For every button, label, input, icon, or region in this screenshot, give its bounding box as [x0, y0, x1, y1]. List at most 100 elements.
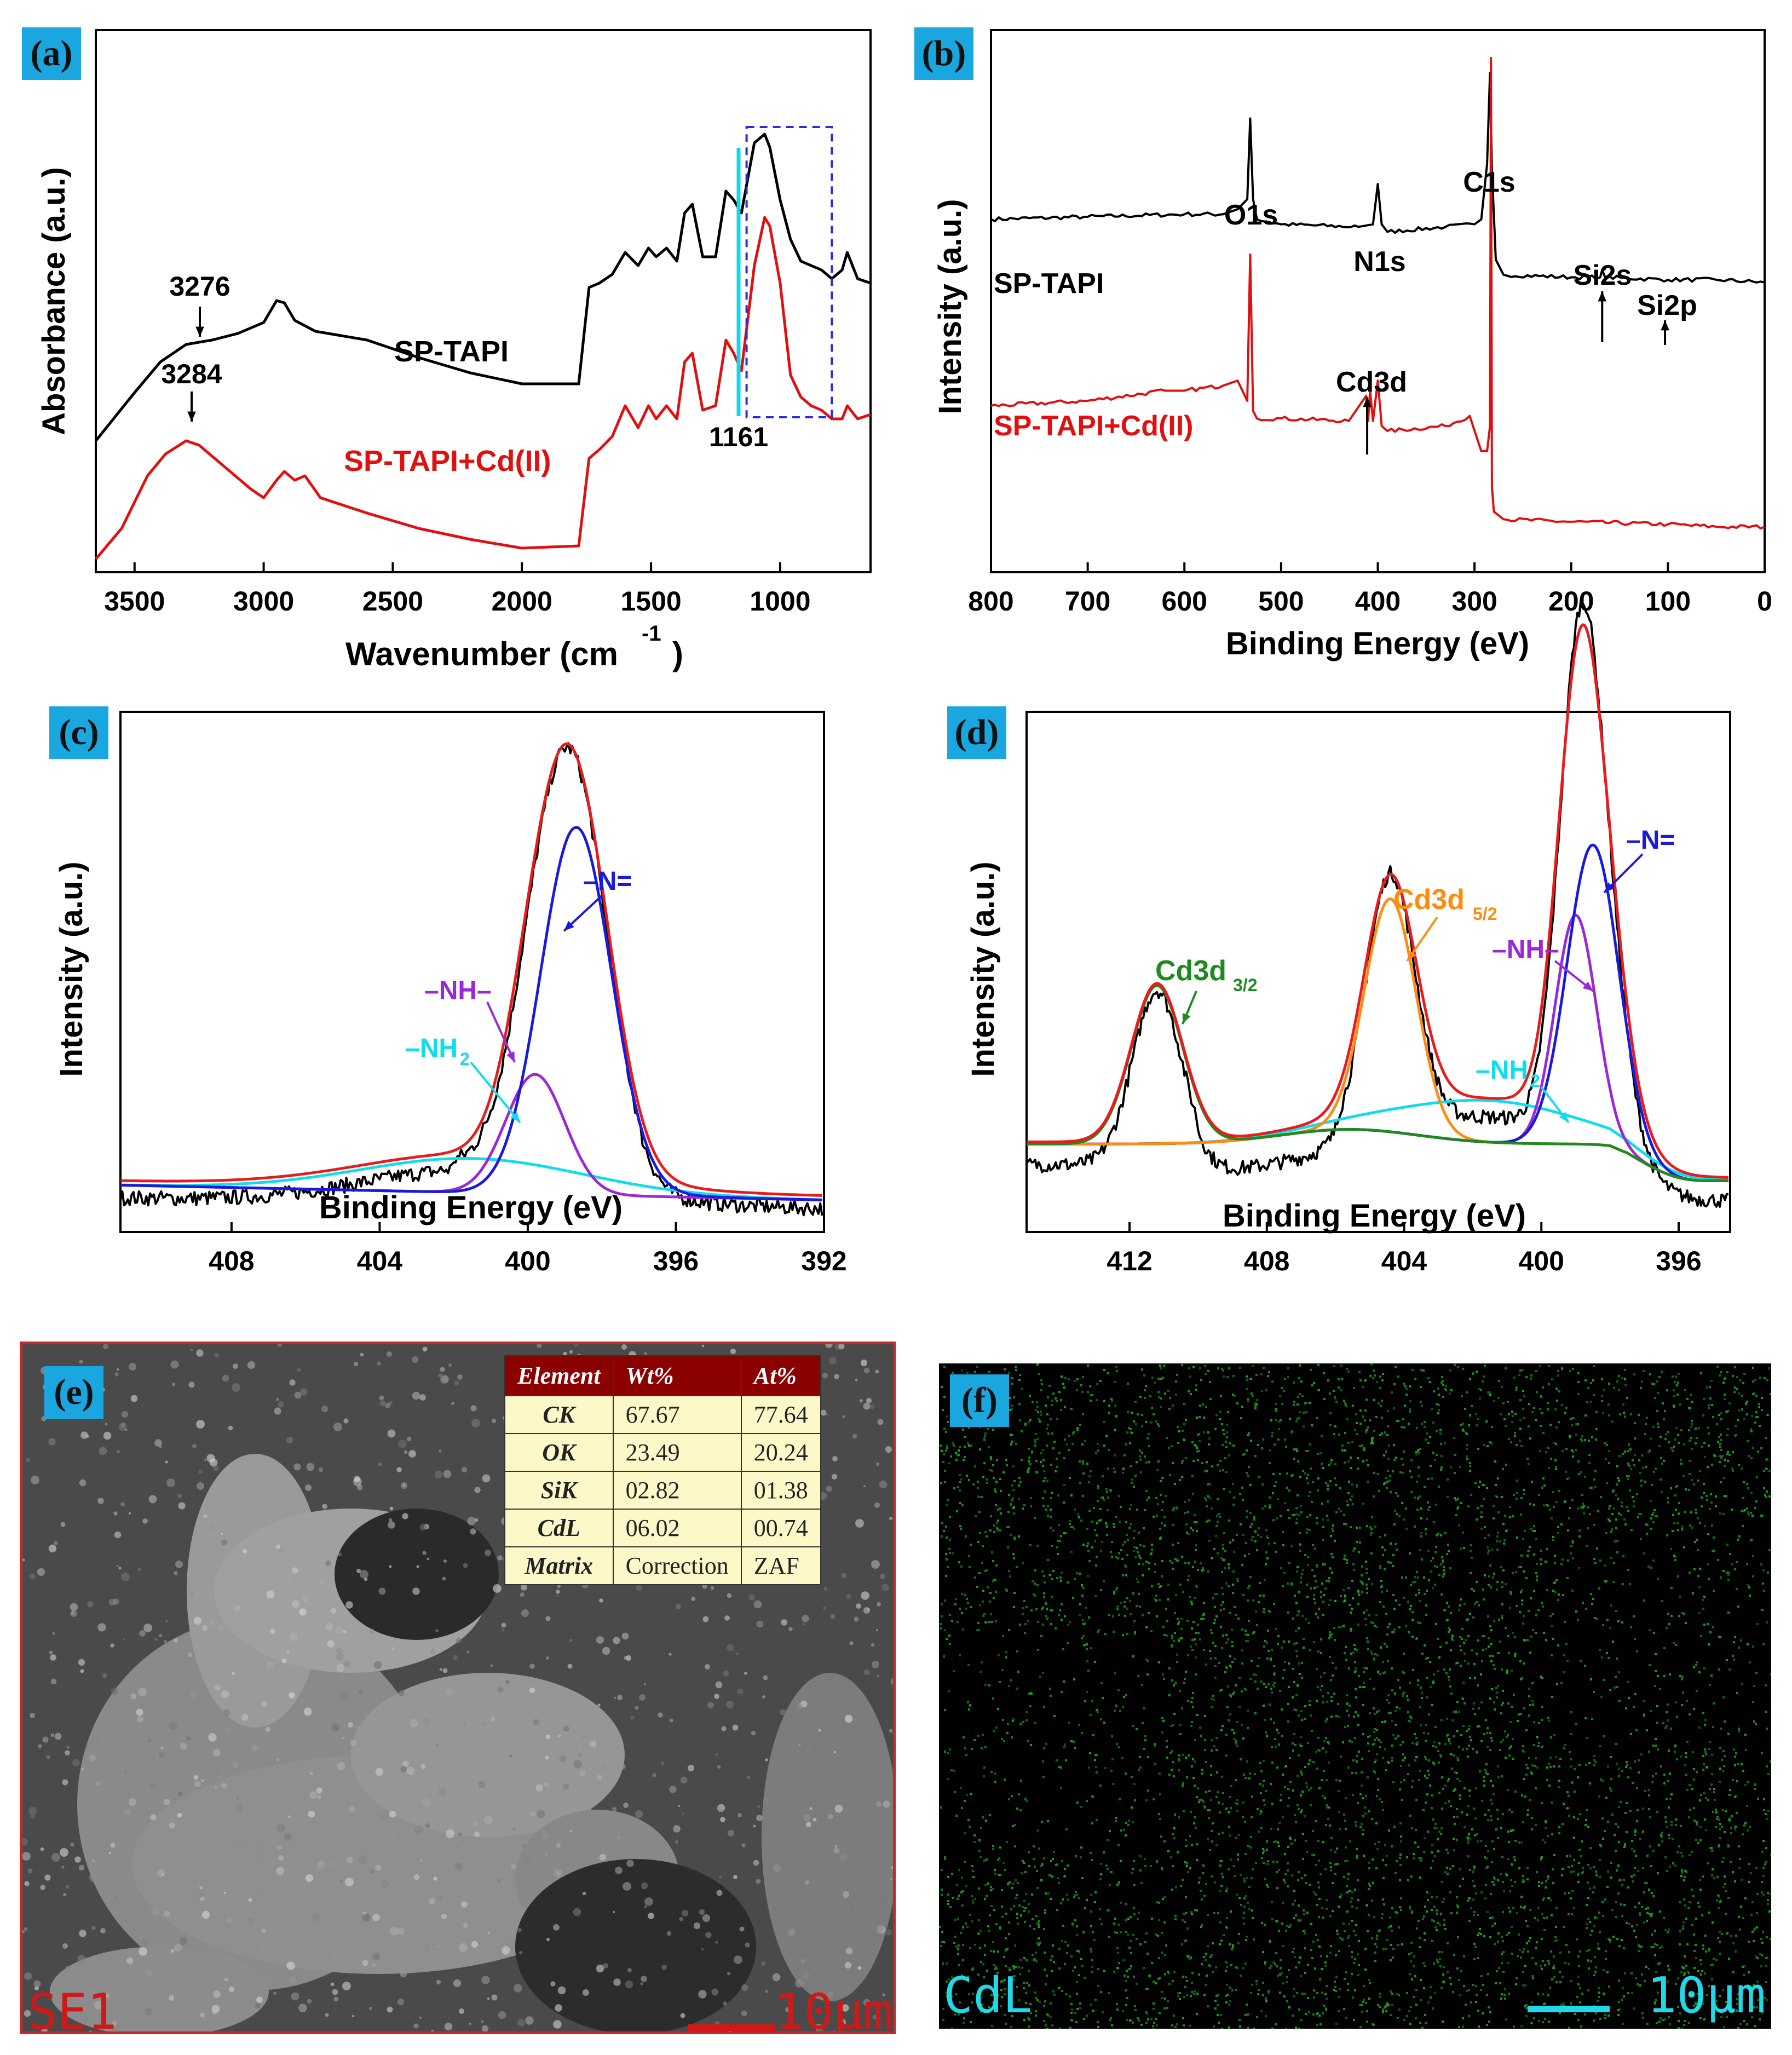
cd-signal-dot	[1755, 1723, 1757, 1725]
cd-signal-dot	[1043, 1470, 1045, 1472]
cd-signal-dot	[1157, 1583, 1160, 1585]
sem-grain	[842, 1891, 850, 1898]
cd-signal-dot	[1194, 1816, 1196, 1818]
eds-cell: Matrix	[504, 1546, 614, 1585]
cd-signal-dot	[1131, 1806, 1133, 1809]
cd-signal-dot	[1222, 1876, 1224, 1878]
cd-signal-dot	[1176, 2023, 1178, 2025]
sem-grain	[487, 1997, 490, 2000]
cd-signal-dot	[1749, 1661, 1751, 1663]
cd-signal-dot	[1217, 1367, 1219, 1369]
cd-signal-dot	[1753, 1392, 1755, 1395]
cd-signal-dot	[1392, 1565, 1394, 1567]
cd-signal-dot	[1474, 1482, 1477, 1484]
cd-signal-dot	[1209, 1381, 1211, 1383]
sem-grain	[381, 1880, 389, 1889]
cd-signal-dot	[1366, 1587, 1368, 1590]
cd-signal-dot	[1712, 1868, 1714, 1870]
sem-grain	[448, 1363, 452, 1367]
cd-signal-dot	[1559, 1952, 1561, 1954]
cd-signal-dot	[1153, 1413, 1155, 1415]
sem-grain	[396, 1467, 402, 1472]
cd-signal-dot	[1027, 2017, 1029, 2019]
cd-signal-dot	[1499, 1749, 1501, 1751]
cd-signal-dot	[1040, 1389, 1042, 1391]
sem-grain	[54, 1732, 62, 1740]
cd-signal-dot	[1409, 2023, 1411, 2025]
cd-signal-dot	[1341, 1938, 1344, 1941]
sem-grain	[842, 2004, 849, 2012]
cd-signal-dot	[1330, 1553, 1333, 1555]
cd-signal-dot	[944, 1629, 946, 1631]
cd-signal-dot	[1011, 1795, 1013, 1797]
cd-signal-dot	[1076, 1429, 1079, 1431]
cd-signal-dot	[1729, 1789, 1731, 1791]
sem-grain	[798, 1809, 803, 1814]
cd-signal-dot	[1617, 1477, 1619, 1479]
cd-signal-dot	[1132, 1592, 1134, 1595]
cd-signal-dot	[1130, 1613, 1132, 1615]
sem-grain	[569, 1350, 573, 1354]
cd-signal-dot	[1290, 1843, 1293, 1845]
cd-signal-dot	[1070, 1955, 1073, 1958]
arrow-imine-head	[564, 920, 574, 931]
sem-grain	[286, 1961, 295, 1970]
cd-signal-dot	[1076, 1389, 1078, 1391]
cd-signal-dot	[1529, 1909, 1531, 1911]
cd-signal-dot	[1063, 1484, 1065, 1486]
eds-cell: 06.02	[612, 1509, 742, 1547]
cd-signal-dot	[1080, 1846, 1082, 1849]
cd-signal-dot	[1382, 1877, 1385, 1879]
cd-signal-dot	[1343, 2008, 1345, 2010]
cd-signal-dot	[1669, 1673, 1671, 1676]
cd-signal-dot	[1711, 1874, 1713, 1876]
cd-signal-dot	[942, 1461, 944, 1463]
cd-signal-dot	[1566, 1855, 1568, 1857]
sem-grain	[553, 2020, 562, 2029]
sem-grain	[198, 1892, 204, 1898]
cd-signal-dot	[1097, 1485, 1099, 1487]
cd-signal-dot	[1138, 1769, 1140, 1771]
cd-signal-dot	[1494, 1878, 1496, 1880]
sem-grain	[308, 1810, 315, 1818]
sem-grain	[717, 1765, 721, 1769]
cd-signal-dot	[970, 2021, 972, 2023]
cd-signal-dot	[1022, 1906, 1024, 1908]
cd-signal-dot	[1633, 1850, 1635, 1852]
cd-signal-dot	[1609, 1520, 1611, 1522]
sem-grain	[732, 1724, 739, 1731]
cd-signal-dot	[1581, 1840, 1583, 1843]
cd-signal-dot	[1082, 1472, 1085, 1475]
cd-signal-dot	[1020, 1780, 1022, 1782]
cd-signal-dot	[1357, 1624, 1359, 1626]
sem-grain	[438, 1787, 447, 1796]
cd-signal-dot	[1311, 1384, 1313, 1386]
cd-signal-dot	[1717, 1937, 1719, 1939]
sem-grain	[358, 1690, 364, 1695]
cd-signal-dot	[1640, 1513, 1642, 1515]
sem-grain	[336, 1647, 343, 1655]
cd-signal-dot	[1712, 1626, 1714, 1628]
cd-signal-dot	[1282, 1585, 1284, 1587]
cd-signal-dot	[1014, 1944, 1016, 1947]
cd-signal-dot	[1440, 1563, 1442, 1565]
sem-grain	[502, 1628, 505, 1632]
cd-signal-dot	[1280, 1959, 1282, 1961]
cd-signal-dot	[1525, 1920, 1527, 1922]
cd-signal-dot	[1743, 2020, 1745, 2022]
sem-grain	[839, 2018, 846, 2026]
cd-signal-dot	[1255, 1374, 1258, 1376]
cd-signal-dot	[1438, 1574, 1440, 1576]
cd-signal-dot	[1273, 1673, 1275, 1676]
cd-signal-dot	[1356, 1855, 1358, 1857]
cd-signal-dot	[1298, 1610, 1300, 1613]
cd-signal-dot	[1584, 1414, 1587, 1417]
cd-signal-dot	[1670, 1824, 1673, 1826]
sem-grain	[355, 1725, 359, 1729]
cd-signal-dot	[1050, 1609, 1052, 1611]
cd-signal-dot	[1765, 1861, 1767, 1863]
cd-signal-dot	[1327, 1488, 1329, 1490]
cd-signal-dot	[1339, 1780, 1341, 1782]
cd-signal-dot	[1004, 1778, 1006, 1781]
cd-signal-dot	[1426, 1677, 1428, 1679]
